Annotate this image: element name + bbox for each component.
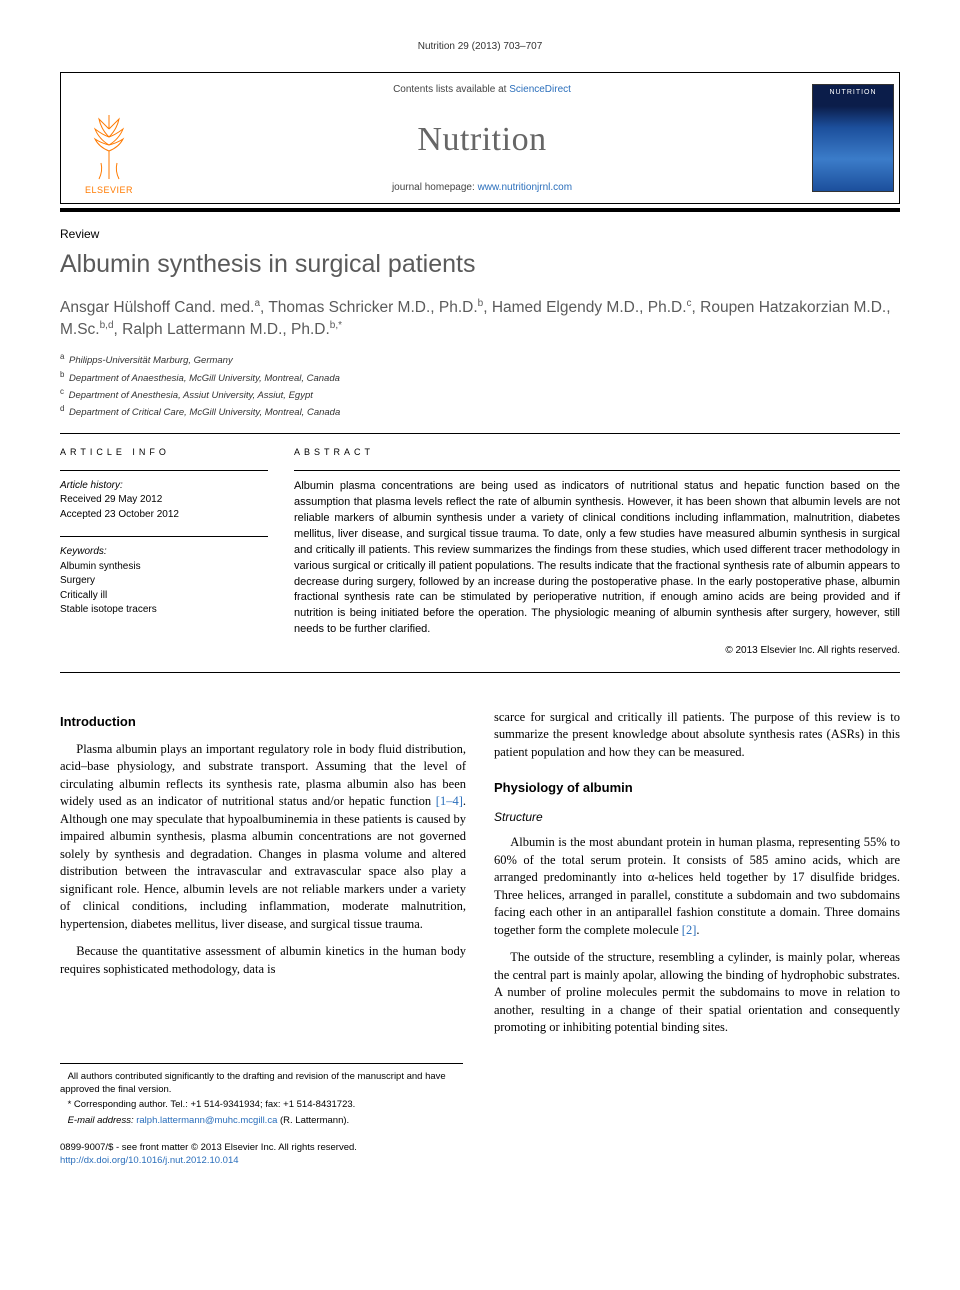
journal-name: Nutrition	[165, 117, 799, 163]
intro-paragraph-1: Plasma albumin plays an important regula…	[60, 741, 466, 934]
affiliation-line: d Department of Critical Care, McGill Un…	[60, 403, 900, 420]
journal-header-box: ELSEVIER Contents lists available at Sci…	[60, 72, 900, 204]
structure-paragraph-1: Albumin is the most abundant protein in …	[494, 834, 900, 939]
homepage-url[interactable]: www.nutritionjrnl.com	[478, 182, 572, 193]
article-history: Article history: Received 29 May 2012 Ac…	[60, 479, 268, 523]
cover-title: NUTRITION	[813, 88, 893, 97]
keywords-block: Keywords: Albumin synthesisSurgeryCritic…	[60, 545, 268, 618]
telephone: +1 514-9341934	[190, 1099, 259, 1110]
sciencedirect-link[interactable]: ScienceDirect	[509, 84, 571, 95]
fax: +1 514-8431723	[283, 1099, 352, 1110]
keyword: Albumin synthesis	[60, 560, 268, 575]
publisher-name: ELSEVIER	[85, 184, 133, 196]
doi-link[interactable]: http://dx.doi.org/10.1016/j.nut.2012.10.…	[60, 1155, 239, 1166]
info-divider-2	[60, 536, 268, 537]
footer-left: 0899-9007/$ - see front matter © 2013 El…	[60, 1141, 357, 1168]
article-info-head: ARTICLE INFO	[60, 446, 268, 458]
running-head: Nutrition 29 (2013) 703–707	[60, 40, 900, 54]
info-divider-1	[60, 470, 268, 471]
abstract-divider	[294, 470, 900, 471]
intro-heading: Introduction	[60, 713, 466, 731]
citation-2[interactable]: [2]	[682, 923, 697, 937]
author-list: Ansgar Hülshoff Cand. med.a, Thomas Schr…	[60, 297, 900, 341]
article-type: Review	[60, 226, 900, 242]
header-center: Contents lists available at ScienceDirec…	[157, 73, 807, 203]
header-rule	[60, 208, 900, 212]
journal-cover-thumbnail: NUTRITION	[812, 84, 894, 192]
keyword: Critically ill	[60, 589, 268, 604]
contents-lists-line: Contents lists available at ScienceDirec…	[165, 83, 799, 97]
structure-subheading: Structure	[494, 809, 900, 826]
accepted-date: Accepted 23 October 2012	[60, 508, 268, 523]
journal-cover-cell: NUTRITION	[807, 73, 899, 203]
contribution-note: All authors contributed significantly to…	[60, 1070, 463, 1097]
physiology-heading: Physiology of albumin	[494, 779, 900, 797]
received-date: Received 29 May 2012	[60, 493, 268, 508]
article-title: Albumin synthesis in surgical patients	[60, 248, 900, 282]
contents-prefix: Contents lists available at	[393, 84, 509, 95]
history-label: Article history:	[60, 479, 268, 494]
affiliations: a Philipps-Universität Marburg, Germanyb…	[60, 351, 900, 421]
footnotes: All authors contributed significantly to…	[60, 1063, 463, 1127]
keyword: Stable isotope tracers	[60, 603, 268, 618]
abstract-column: ABSTRACT Albumin plasma concentrations a…	[294, 446, 900, 658]
email-line: E-mail address: ralph.lattermann@muhc.mc…	[60, 1114, 463, 1127]
abstract-head: ABSTRACT	[294, 446, 900, 458]
intro-paragraph-3: scarce for surgical and critically ill p…	[494, 709, 900, 762]
corresponding-email[interactable]: ralph.lattermann@muhc.mcgill.ca	[136, 1115, 277, 1126]
intro-paragraph-2: Because the quantitative assessment of a…	[60, 943, 466, 978]
article-info-column: ARTICLE INFO Article history: Received 2…	[60, 446, 268, 658]
affiliation-line: c Department of Anesthesia, Assiut Unive…	[60, 386, 900, 403]
publisher-logo-cell: ELSEVIER	[61, 73, 157, 203]
affiliation-line: a Philipps-Universität Marburg, Germany	[60, 351, 900, 368]
corresponding-author: * Corresponding author. Tel.: +1 514-934…	[60, 1098, 463, 1111]
abstract-text: Albumin plasma concentrations are being …	[294, 479, 900, 638]
keyword: Surgery	[60, 574, 268, 589]
issn-copyright: 0899-9007/$ - see front matter © 2013 El…	[60, 1141, 357, 1154]
body-text: Introduction Plasma albumin plays an imp…	[60, 709, 900, 1047]
structure-paragraph-2: The outside of the structure, resembling…	[494, 949, 900, 1037]
abstract-copyright: © 2013 Elsevier Inc. All rights reserved…	[294, 644, 900, 658]
homepage-line: journal homepage: www.nutritionjrnl.com	[165, 181, 799, 195]
divider-bottom	[60, 672, 900, 673]
info-abstract-row: ARTICLE INFO Article history: Received 2…	[60, 434, 900, 672]
elsevier-tree-icon	[81, 111, 137, 181]
affiliation-line: b Department of Anaesthesia, McGill Univ…	[60, 369, 900, 386]
keywords-label: Keywords:	[60, 545, 268, 560]
citation-1-4[interactable]: [1–4]	[436, 794, 463, 808]
footer-bar: 0899-9007/$ - see front matter © 2013 El…	[60, 1141, 900, 1168]
homepage-prefix: journal homepage:	[392, 182, 478, 193]
